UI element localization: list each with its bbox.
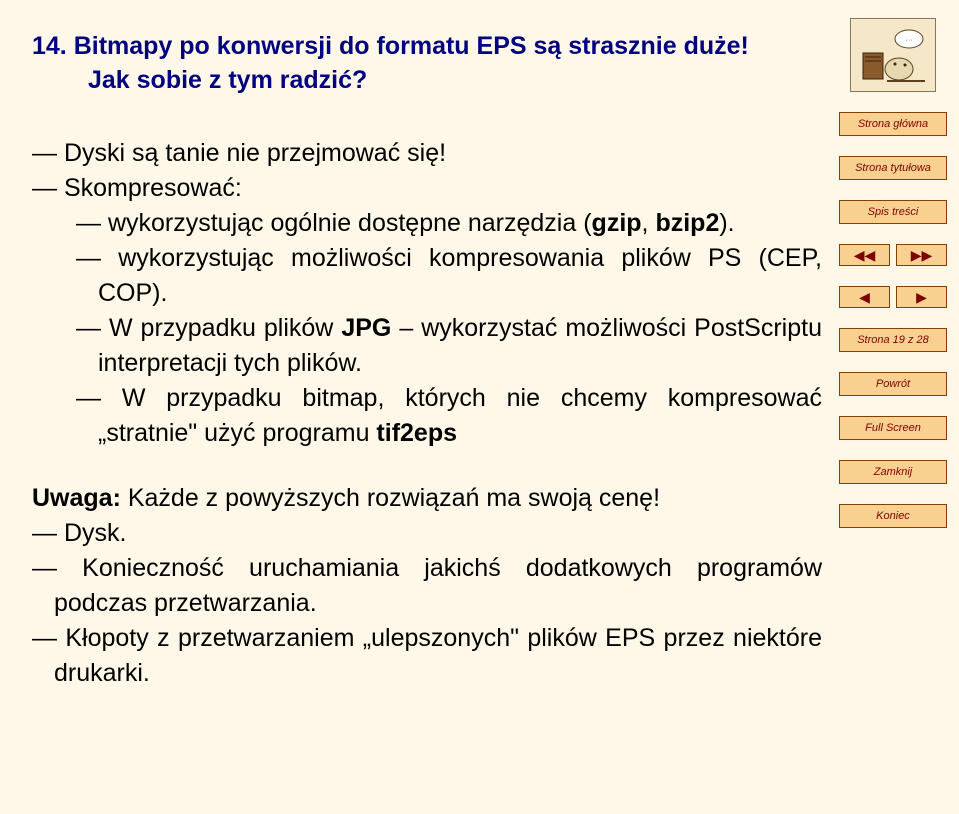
nav-page-indicator[interactable]: Strona 19 z 28 (839, 328, 947, 352)
sidebar-nav: ··· Strona główna Strona tytułowa Spis t… (839, 18, 947, 548)
nav-fast-forward[interactable]: ▶▶ (896, 244, 947, 266)
note-programs: — Konieczność uruchamiania jakichś dodat… (32, 551, 822, 621)
bullet-ps: — wykorzystując możliwości kompresowania… (32, 241, 822, 311)
nav-end[interactable]: Koniec (839, 504, 947, 528)
text: — W przypadku plików (76, 314, 341, 342)
title-line-2: Jak sobie z tym radzić? (32, 64, 822, 98)
bullet-tif2eps: — W przypadku bitmap, których nie chcemy… (32, 381, 822, 451)
nav-toc[interactable]: Spis treści (839, 200, 947, 224)
nav-title-page[interactable]: Strona tytułowa (839, 156, 947, 180)
svg-text:···: ··· (906, 37, 913, 44)
tif2eps-term: tif2eps (376, 419, 457, 447)
note-disk: — Dysk. (32, 516, 822, 551)
nav-home[interactable]: Strona główna (839, 112, 947, 136)
title-line-1: 14. Bitmapy po konwersji do formatu EPS … (32, 30, 822, 64)
note-text: Każde z powyższych rozwiązań ma swoją ce… (121, 484, 660, 512)
logo-image: ··· (850, 18, 936, 92)
bzip2-term: bzip2 (655, 209, 719, 237)
nav-fast-back[interactable]: ◀◀ (839, 244, 890, 266)
note-printers: — Kłopoty z przetwarzaniem „ulepszonych"… (32, 621, 822, 691)
bullet-gzip: — wykorzystując ogólnie dostępne narzędz… (32, 206, 822, 241)
jpg-term: JPG (341, 314, 391, 342)
main-list: — Dyski są tanie nie przejmować się! — S… (32, 136, 822, 691)
text: ). (719, 209, 734, 237)
bullet-disks: — Dyski są tanie nie przejmować się! (32, 136, 822, 171)
nav-return[interactable]: Powrót (839, 372, 947, 396)
nav-close[interactable]: Zamknij (839, 460, 947, 484)
text: — wykorzystując ogólnie dostępne narzędz… (76, 209, 592, 237)
note-label: Uwaga: (32, 484, 121, 512)
text: , (642, 209, 656, 237)
gzip-term: gzip (592, 209, 642, 237)
nav-forward[interactable]: ▶ (896, 286, 947, 308)
nav-fullscreen[interactable]: Full Screen (839, 416, 947, 440)
note-line: Uwaga: Każde z powyższych rozwiązań ma s… (32, 481, 822, 516)
bullet-compress: — Skompresować: (32, 171, 822, 206)
section-title: 14. Bitmapy po konwersji do formatu EPS … (32, 30, 822, 98)
nav-back[interactable]: ◀ (839, 286, 890, 308)
bullet-jpg: — W przypadku plików JPG – wykorzystać m… (32, 311, 822, 381)
